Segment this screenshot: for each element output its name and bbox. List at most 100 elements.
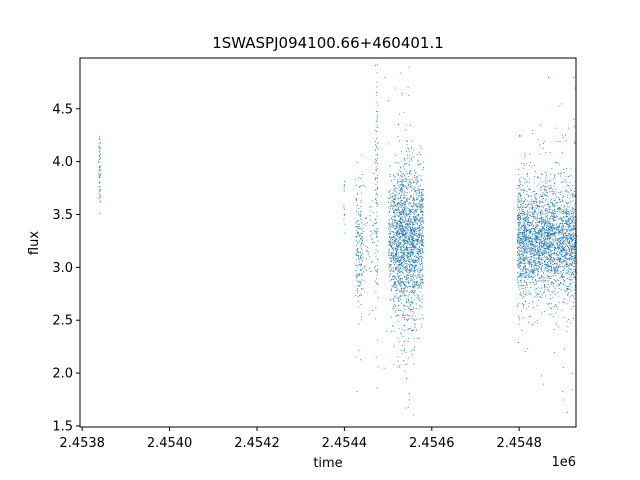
- data-point: [415, 191, 417, 193]
- data-point: [418, 234, 419, 236]
- data-point: [412, 216, 414, 218]
- data-point: [419, 297, 421, 299]
- data-point: [530, 263, 532, 265]
- data-point: [420, 147, 422, 149]
- data-point: [416, 259, 418, 261]
- data-point: [538, 231, 540, 232]
- data-points: [98, 63, 577, 416]
- data-point: [405, 239, 407, 241]
- data-point: [343, 186, 345, 188]
- data-point: [357, 232, 358, 233]
- data-point: [562, 236, 564, 238]
- data-point: [401, 205, 403, 207]
- data-point: [369, 210, 371, 212]
- data-point: [523, 234, 525, 236]
- data-point: [562, 237, 564, 239]
- data-point: [413, 200, 415, 202]
- data-point: [416, 193, 418, 195]
- data-point: [523, 227, 525, 229]
- data-point: [99, 173, 101, 175]
- data-point: [375, 177, 376, 179]
- data-point: [404, 348, 405, 350]
- data-point: [409, 216, 411, 218]
- data-point: [571, 250, 573, 252]
- data-point: [407, 238, 409, 240]
- data-point: [573, 258, 575, 259]
- data-point: [395, 235, 397, 236]
- data-point: [410, 171, 411, 173]
- data-point: [570, 257, 572, 259]
- data-point: [544, 251, 546, 253]
- data-point: [526, 250, 528, 252]
- data-point: [544, 287, 546, 288]
- data-point: [535, 235, 537, 237]
- data-point: [554, 273, 556, 274]
- data-point: [403, 254, 405, 256]
- data-point: [401, 224, 403, 226]
- data-point: [567, 243, 569, 245]
- data-point: [377, 203, 379, 205]
- data-point: [559, 245, 561, 247]
- data-point: [571, 258, 573, 260]
- data-point: [401, 182, 403, 184]
- data-point: [405, 245, 407, 247]
- data-point: [546, 226, 548, 228]
- data-point: [563, 240, 564, 242]
- data-point: [558, 192, 560, 194]
- data-point: [528, 290, 530, 292]
- data-point: [517, 240, 519, 242]
- data-point: [401, 226, 403, 228]
- data-point: [394, 176, 396, 178]
- data-point: [409, 259, 410, 261]
- data-point: [418, 258, 420, 260]
- data-point: [552, 292, 554, 294]
- data-point: [415, 218, 417, 220]
- data-point: [421, 235, 422, 237]
- data-point: [400, 271, 402, 273]
- data-point: [565, 236, 567, 238]
- data-point: [412, 246, 414, 248]
- data-point: [559, 240, 561, 242]
- data-point: [413, 250, 415, 252]
- data-point: [413, 312, 415, 314]
- data-point: [541, 222, 543, 224]
- data-point: [568, 265, 570, 266]
- data-point: [520, 219, 522, 221]
- data-point: [422, 227, 424, 229]
- data-point: [404, 174, 406, 176]
- data-point: [569, 249, 570, 251]
- data-point: [525, 246, 527, 248]
- data-point: [557, 245, 559, 247]
- data-point: [571, 224, 573, 226]
- data-point: [401, 303, 402, 305]
- data-point: [401, 174, 403, 175]
- data-point: [517, 248, 518, 249]
- data-point: [520, 261, 521, 263]
- data-point: [559, 201, 561, 203]
- data-point: [404, 268, 406, 270]
- data-point: [395, 267, 396, 269]
- data-point: [560, 218, 562, 220]
- data-point: [414, 319, 416, 321]
- data-point: [553, 216, 555, 218]
- data-point: [531, 253, 533, 255]
- data-point: [411, 224, 413, 226]
- data-point: [356, 162, 358, 164]
- data-point: [403, 319, 405, 321]
- data-point: [397, 222, 398, 224]
- data-point: [549, 238, 551, 240]
- data-point: [357, 212, 359, 214]
- data-point: [404, 262, 406, 264]
- data-point: [422, 232, 424, 234]
- data-point: [534, 244, 536, 246]
- data-point: [535, 230, 537, 232]
- data-point: [399, 221, 401, 222]
- data-point: [552, 242, 554, 244]
- data-point: [554, 228, 556, 230]
- data-point: [413, 242, 415, 244]
- data-point: [572, 233, 574, 234]
- data-point: [343, 184, 345, 186]
- data-point: [530, 246, 532, 248]
- data-point: [549, 259, 551, 261]
- data-point: [520, 275, 521, 276]
